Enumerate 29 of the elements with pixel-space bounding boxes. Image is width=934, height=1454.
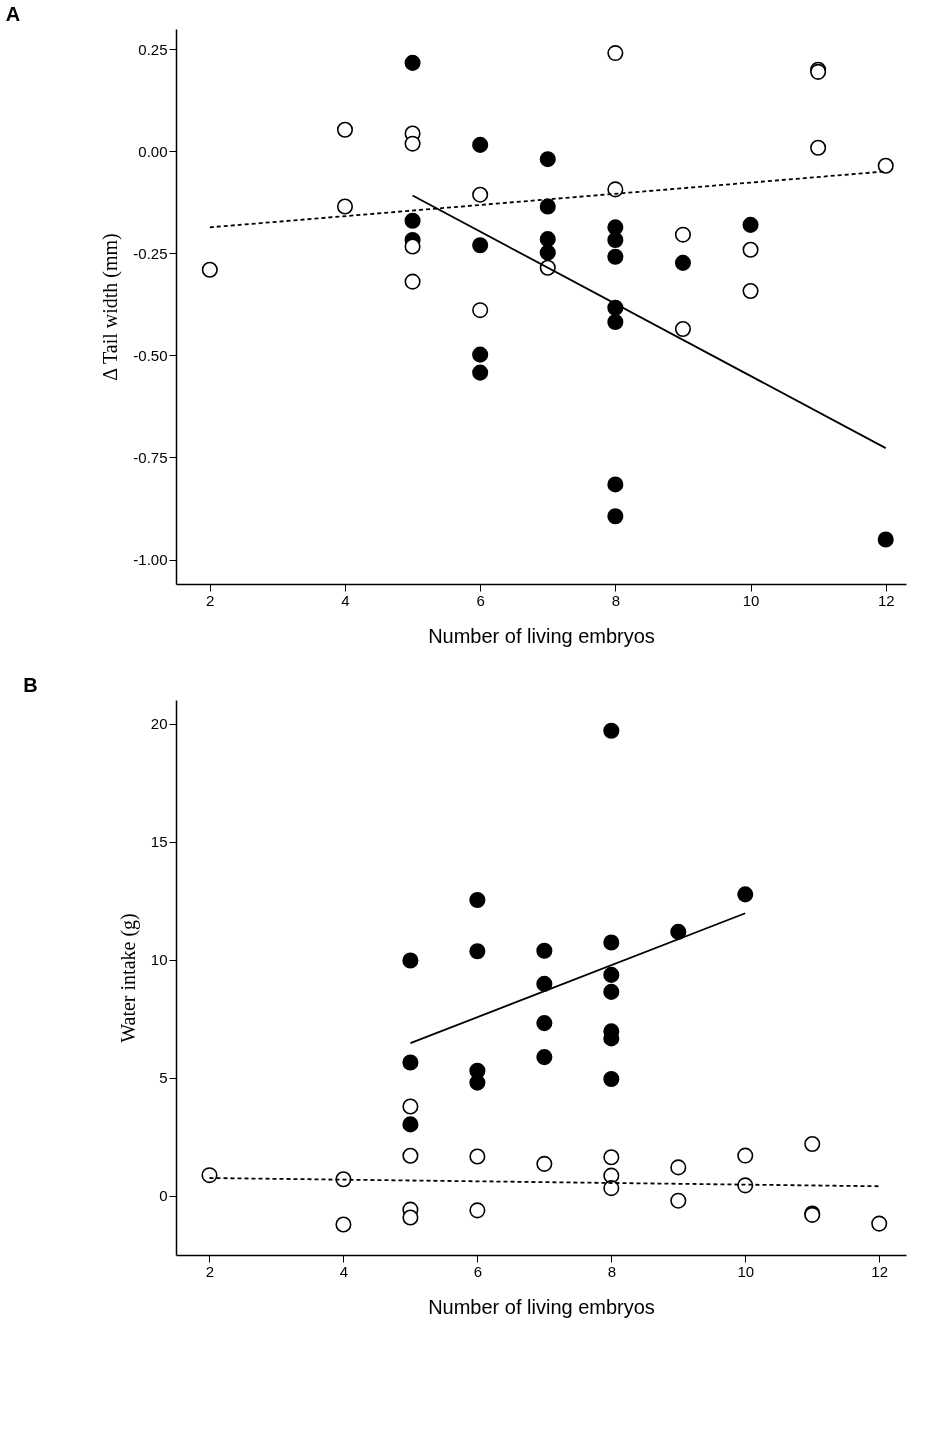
x-axis-title: Number of living embryos [428, 1295, 655, 1318]
y-tick-label: -0.25 [133, 244, 168, 262]
y-tick-label: 0.00 [138, 142, 168, 160]
x-tick-label: 4 [339, 1262, 349, 1280]
x-tick-label: 8 [611, 591, 621, 609]
x-tick-label: 10 [742, 591, 760, 609]
text: A [5, 3, 21, 25]
y-tick-label: 20 [150, 715, 168, 733]
y-tick-label: 0.25 [138, 40, 168, 58]
x-tick-label: 4 [341, 591, 350, 609]
y-tick-label: -1.00 [133, 551, 168, 569]
x-tick-label: 6 [473, 1262, 483, 1280]
chart-title: B [23, 674, 38, 696]
x-tick-label: 8 [607, 1262, 616, 1280]
y-tick-label: 10 [150, 951, 168, 969]
x-tick-label: 10 [737, 1262, 755, 1280]
x-tick-label: 2 [206, 591, 215, 609]
y-tick-label: -0.50 [133, 346, 168, 364]
y-tick-label: -0.75 [133, 448, 168, 466]
x-axis-title: Number of living embryos [428, 624, 655, 647]
y-tick-label: 5 [159, 1069, 168, 1087]
y-tick-label: 0 [159, 1187, 168, 1205]
y-axis-title: Δ Tail width (mm) [99, 233, 123, 381]
x-tick-label: 12 [877, 591, 895, 609]
x-tick-label: 2 [205, 1262, 215, 1280]
y-tick-label: 15 [150, 833, 168, 851]
y-axis-title: Water intake (g) [116, 913, 140, 1043]
x-tick-label: 6 [476, 591, 485, 609]
x-tick-label: 12 [871, 1262, 889, 1280]
